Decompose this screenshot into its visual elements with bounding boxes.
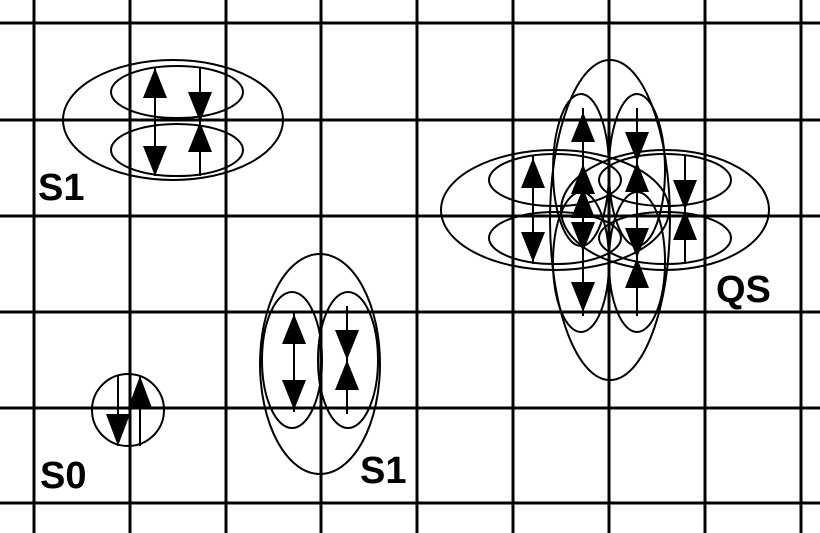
s0-cluster bbox=[91, 373, 165, 447]
inner-ellipse bbox=[598, 153, 732, 207]
s1-mid-cluster bbox=[259, 253, 381, 475]
spin-up-arrow bbox=[128, 376, 152, 446]
outer-ellipse-horizontal bbox=[440, 149, 670, 271]
label-s1-mid: S1 bbox=[360, 450, 406, 492]
inner-ellipse bbox=[261, 291, 323, 429]
inner-ellipse bbox=[110, 123, 244, 177]
spin-arrow-column-3 bbox=[625, 108, 649, 316]
spin-down-arrow bbox=[106, 376, 130, 446]
spin-arrow-column-1 bbox=[521, 156, 545, 264]
spin-arrow-column-4 bbox=[673, 156, 697, 264]
singlet-circle bbox=[91, 373, 165, 447]
inner-ellipse bbox=[488, 211, 622, 265]
spin-up-arrow bbox=[282, 312, 306, 412]
spin-down-arrow bbox=[335, 306, 359, 414]
inner-ellipse bbox=[488, 153, 622, 207]
spin-arrow-column-2 bbox=[571, 108, 595, 316]
outer-ellipse-vertical bbox=[549, 59, 671, 381]
s1-top-cluster bbox=[62, 59, 284, 181]
label-qs: QS bbox=[716, 269, 771, 311]
outer-ellipse bbox=[259, 253, 381, 475]
spin-down-arrow bbox=[188, 68, 212, 176]
label-s0: S0 bbox=[40, 455, 86, 497]
inner-ellipse bbox=[317, 291, 379, 429]
label-s1-top: S1 bbox=[38, 167, 84, 209]
inner-ellipse bbox=[598, 211, 732, 265]
qs-cluster bbox=[440, 59, 770, 381]
inner-ellipse bbox=[110, 65, 244, 119]
spin-up-arrow bbox=[143, 68, 167, 176]
outer-ellipse bbox=[62, 59, 284, 181]
